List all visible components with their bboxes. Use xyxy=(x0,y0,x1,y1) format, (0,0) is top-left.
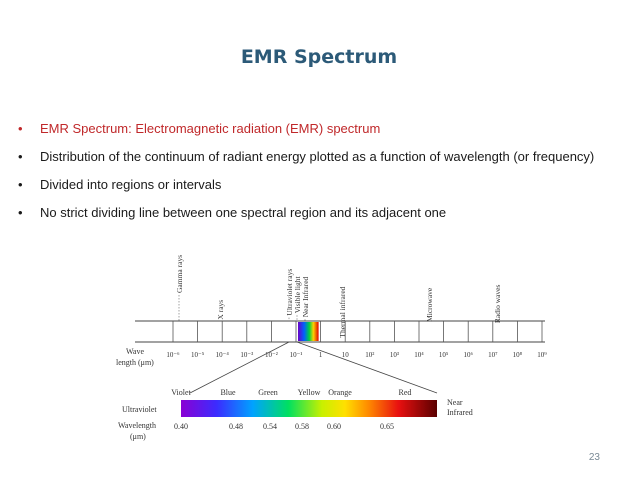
page-number: 23 xyxy=(588,452,600,463)
bullet-text: No strict dividing line between one spec… xyxy=(40,205,447,220)
region-label: Gamma rays xyxy=(175,255,184,293)
tick-label: 10 xyxy=(342,351,350,359)
region-label: Ultraviolet rays xyxy=(285,269,294,316)
tick-label: 10⁴ xyxy=(414,351,424,359)
color-name-label: Green xyxy=(258,388,278,397)
tick-label: 10⁻³ xyxy=(240,351,253,359)
near-infrared-label: Infrared xyxy=(447,408,473,417)
tick-label: 10² xyxy=(365,351,374,359)
wavelength-unit-label: (μm) xyxy=(130,432,146,441)
bullet-item: • Divided into regions or intervals xyxy=(18,173,618,197)
emr-spectrum-diagram: Gamma rays X rays Ultraviolet rays Visible … xyxy=(116,255,547,441)
bullet-item: • EMR Spectrum: Electromagnetic radiatio… xyxy=(18,117,618,141)
bullet-item: • No strict dividing line between one sp… xyxy=(18,201,618,225)
visible-spectrum-bar xyxy=(181,400,437,417)
wavelength-value: 0.60 xyxy=(327,422,341,431)
region-label: Visible light xyxy=(293,276,302,314)
tick-label: 10³ xyxy=(390,351,399,359)
bullet-dot: • xyxy=(18,177,23,192)
ultraviolet-label: Ultraviolet xyxy=(122,405,157,414)
bullet-list: • EMR Spectrum: Electromagnetic radiatio… xyxy=(18,117,618,229)
tick-label: 10⁹ xyxy=(537,351,547,359)
tick-label: 10⁶ xyxy=(463,351,473,359)
projection-line-right xyxy=(296,341,438,394)
region-label: Thermal infrared xyxy=(338,286,347,337)
color-name-label: Orange xyxy=(328,388,352,397)
axis-label: Wave xyxy=(126,347,144,356)
bullet-item: • Distribution of the continuum of radia… xyxy=(18,145,618,169)
projection-line-left xyxy=(189,341,290,394)
wavelength-value: 0.58 xyxy=(295,422,309,431)
tick-label: 10⁵ xyxy=(439,351,449,359)
visible-band-marker xyxy=(298,322,319,341)
tick-label: 10⁻⁴ xyxy=(216,351,230,359)
wavelength-value: 0.54 xyxy=(263,422,277,431)
slide-title: EMR Spectrum xyxy=(240,46,398,68)
color-name-label: Yellow xyxy=(298,388,321,397)
color-name-label: Blue xyxy=(220,388,236,397)
tick-label: 10⁷ xyxy=(488,351,498,359)
bullet-text: Divided into regions or intervals xyxy=(40,177,222,192)
tick-label: 1 xyxy=(319,351,323,359)
region-label: Radio waves xyxy=(493,284,502,323)
region-label: X rays xyxy=(216,300,225,320)
wavelength-value: 0.48 xyxy=(229,422,243,431)
tick-label: 10⁸ xyxy=(513,351,523,359)
bullet-dot: • xyxy=(18,149,23,164)
tick-label: 10⁻⁶ xyxy=(166,351,180,359)
wavelength-value: 0.40 xyxy=(174,422,188,431)
bullet-text: Distribution of the continuum of radiant… xyxy=(40,149,595,164)
wavelength-label: Wavelength xyxy=(118,421,156,430)
color-name-label: Red xyxy=(399,388,412,397)
tick-label: 10⁻¹ xyxy=(290,351,303,359)
tick-label: 10⁻² xyxy=(265,351,278,359)
near-infrared-label: Near xyxy=(447,398,463,407)
tick-label: 10⁻⁵ xyxy=(191,351,205,359)
region-label: Near Infrared xyxy=(301,276,310,317)
region-label: Microwave xyxy=(425,287,434,322)
bullet-dot: • xyxy=(18,205,23,220)
bullet-dot: • xyxy=(18,121,23,136)
color-name-label: Violet xyxy=(171,388,191,397)
bullet-text: EMR Spectrum: Electromagnetic radiation … xyxy=(40,121,381,136)
wavelength-value: 0.65 xyxy=(380,422,394,431)
axis-label-unit: length (μm) xyxy=(116,358,154,367)
